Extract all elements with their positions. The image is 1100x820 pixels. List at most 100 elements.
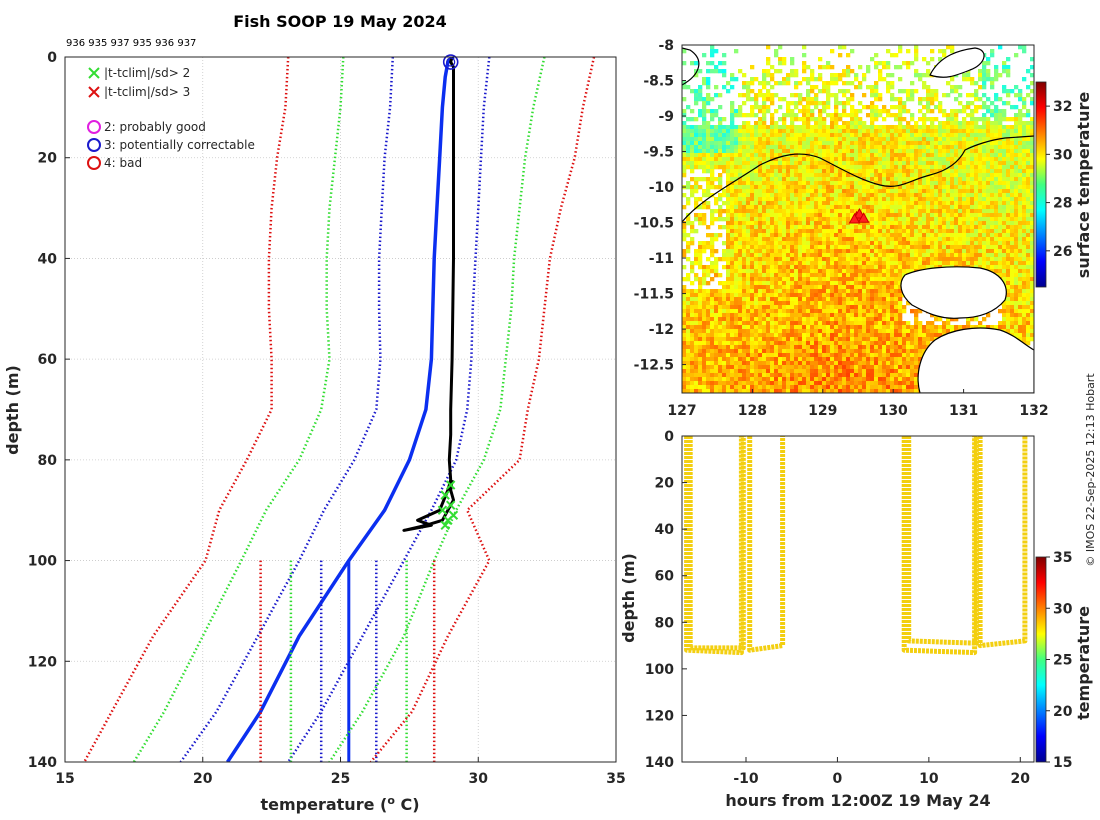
sst-cell (810, 165, 815, 170)
sst-cell (846, 301, 851, 306)
sst-cell (922, 221, 927, 226)
sst-cell (738, 137, 743, 142)
sst-cell (930, 125, 935, 130)
sst-cell (1018, 285, 1023, 290)
sst-cell (798, 233, 803, 238)
sst-cell (878, 197, 883, 202)
sst-cell (730, 153, 735, 158)
sst-cell (842, 297, 847, 302)
sst-cell (698, 257, 703, 262)
sst-cell (866, 273, 871, 278)
sst-cell (994, 213, 999, 218)
sst-cell (806, 197, 811, 202)
sst-cell (918, 73, 923, 78)
sst-cell (714, 301, 719, 306)
sst-cell (726, 173, 731, 178)
sst-cell (738, 93, 743, 98)
sst-cell (778, 81, 783, 86)
sst-cell (994, 125, 999, 130)
sst-cell (746, 269, 751, 274)
sst-cell (970, 117, 975, 122)
sst-cell (782, 193, 787, 198)
sst-cell (958, 217, 963, 222)
sst-cell (1030, 169, 1034, 174)
sst-cell (950, 197, 955, 202)
sst-cell (1022, 185, 1027, 190)
sst-cell (778, 273, 783, 278)
sst-cell (710, 97, 715, 102)
sst-cell (926, 89, 931, 94)
sst-cell (682, 113, 687, 118)
sst-cell (842, 105, 847, 110)
sst-cell (794, 205, 799, 210)
sst-cell (1002, 109, 1007, 114)
sst-cell (730, 201, 735, 206)
sst-cell (958, 189, 963, 194)
sst-cell (806, 157, 811, 162)
sst-cell (858, 229, 863, 234)
sst-cell (978, 97, 983, 102)
sst-cell (894, 317, 899, 322)
sst-cell (866, 305, 871, 310)
sst-cell (842, 161, 847, 166)
sst-cell (762, 253, 767, 258)
sst-cell (994, 77, 999, 82)
sst-cell (986, 121, 991, 126)
sst-cell (806, 193, 811, 198)
sst-cell (754, 277, 759, 282)
sst-cell (790, 129, 795, 134)
sst-cell (906, 141, 911, 146)
sst-cell (918, 149, 923, 154)
sst-cell (746, 193, 751, 198)
sst-cell (830, 157, 835, 162)
sst-cell (778, 57, 783, 62)
sst-cell (834, 197, 839, 202)
sst-cell (734, 329, 739, 334)
sst-cell (742, 325, 747, 330)
sst-cell (1018, 89, 1023, 94)
sst-cell (814, 273, 819, 278)
sst-cell (942, 189, 947, 194)
sst-cell (966, 137, 971, 142)
sst-cell (950, 181, 955, 186)
sst-cell (998, 173, 1003, 178)
sst-cell (822, 85, 827, 90)
legend-label: |t-tclim|/sd> 3 (104, 85, 190, 99)
sst-cell (886, 293, 891, 298)
sst-cell (722, 153, 727, 158)
sst-cell (858, 121, 863, 126)
sst-cell (694, 301, 699, 306)
sst-cell (1014, 93, 1019, 98)
sst-cell (754, 145, 759, 150)
sst-cell (922, 197, 927, 202)
sst-cell (806, 181, 811, 186)
sst-cell (730, 149, 735, 154)
sst-cell (978, 165, 983, 170)
sst-cell (806, 141, 811, 146)
sst-cell (998, 217, 1003, 222)
sst-cell (890, 149, 895, 154)
sst-cell (806, 269, 811, 274)
sst-cell (1010, 105, 1015, 110)
sst-cell (738, 169, 743, 174)
sst-cell (766, 173, 771, 178)
sst-cell (762, 197, 767, 202)
sst-cell (1022, 297, 1027, 302)
sst-cell (902, 217, 907, 222)
sst-cell (786, 113, 791, 118)
sst-cell (886, 129, 891, 134)
sst-cell (938, 229, 943, 234)
sst-cell (990, 225, 995, 230)
sst-cell (1002, 145, 1007, 150)
sst-cell (854, 253, 859, 258)
sst-cell (906, 197, 911, 202)
sst-cell (1014, 229, 1019, 234)
sst-cell (794, 117, 799, 122)
sst-cell (962, 157, 967, 162)
sst-cell (942, 249, 947, 254)
sst-cell (818, 241, 823, 246)
sst-cell (730, 297, 735, 302)
sst-cell (894, 53, 899, 58)
sst-cell (950, 77, 955, 82)
sst-cell (1018, 237, 1023, 242)
